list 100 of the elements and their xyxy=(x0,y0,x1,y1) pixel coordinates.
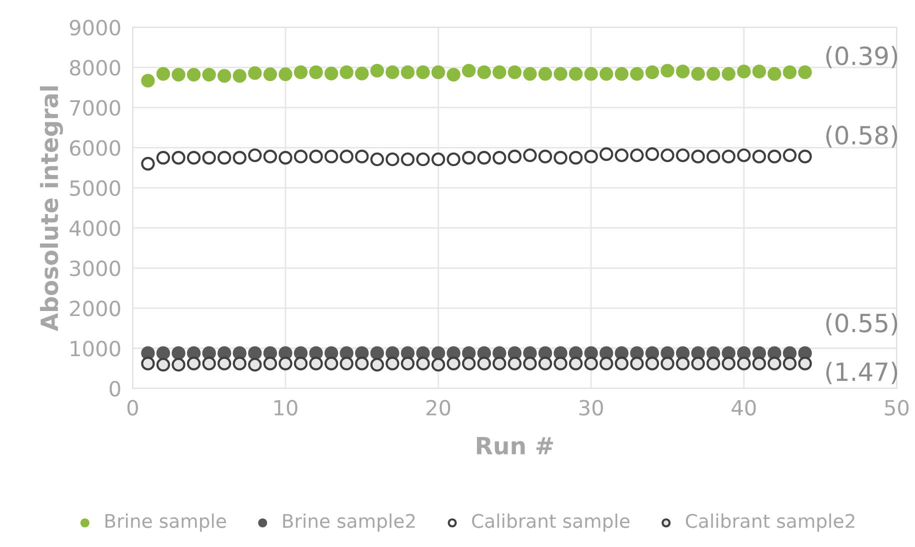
point xyxy=(492,65,506,80)
point xyxy=(706,150,720,164)
point xyxy=(141,156,155,171)
point xyxy=(508,150,522,164)
point xyxy=(340,356,354,370)
point xyxy=(232,69,246,83)
point xyxy=(477,150,491,165)
y-tick-label: 2000 xyxy=(70,300,120,316)
point xyxy=(156,346,170,360)
y-tick-label: 3000 xyxy=(70,260,120,276)
point xyxy=(630,356,644,370)
point xyxy=(554,67,568,81)
point xyxy=(340,150,354,164)
point xyxy=(324,356,338,370)
point xyxy=(492,356,506,370)
point xyxy=(768,67,782,81)
point xyxy=(477,356,491,370)
point xyxy=(554,356,568,370)
point xyxy=(645,147,660,161)
point xyxy=(416,356,430,370)
point xyxy=(370,358,384,372)
point xyxy=(431,65,446,80)
legend-label: Brine sample2 xyxy=(283,514,415,532)
point xyxy=(706,67,720,81)
point xyxy=(782,148,797,162)
point xyxy=(614,148,629,162)
point xyxy=(324,66,338,80)
point xyxy=(492,150,506,165)
point xyxy=(263,356,278,370)
point xyxy=(737,148,751,162)
point xyxy=(614,356,629,370)
y-tick-label: 8000 xyxy=(70,60,120,76)
point xyxy=(248,148,262,162)
point xyxy=(600,147,614,161)
point xyxy=(508,356,522,370)
point xyxy=(477,65,491,80)
point xyxy=(523,148,537,162)
point xyxy=(600,356,614,370)
point xyxy=(660,356,674,370)
point xyxy=(156,150,170,165)
point xyxy=(752,150,766,164)
annotation: (0.58) xyxy=(826,125,898,148)
point xyxy=(202,356,216,370)
point xyxy=(141,356,155,370)
point xyxy=(752,64,766,78)
point xyxy=(248,346,262,360)
point xyxy=(737,64,751,78)
point xyxy=(355,66,369,80)
point xyxy=(768,356,782,370)
point xyxy=(309,356,323,370)
point xyxy=(386,65,400,80)
point xyxy=(462,64,476,78)
point xyxy=(523,356,537,370)
x-tick-label: 50 xyxy=(885,400,909,416)
point xyxy=(568,150,583,165)
annotation: (0.39) xyxy=(826,46,898,68)
point xyxy=(691,356,705,370)
point xyxy=(294,65,308,80)
point xyxy=(202,150,216,165)
y-tick-label: 9000 xyxy=(70,20,120,36)
point xyxy=(645,65,660,80)
point xyxy=(538,150,552,164)
point xyxy=(232,150,246,165)
point xyxy=(431,152,446,166)
point xyxy=(218,356,232,370)
point xyxy=(278,67,292,82)
point xyxy=(630,148,644,162)
point xyxy=(309,65,323,80)
point xyxy=(645,356,660,370)
y-tick-label: 4000 xyxy=(70,220,120,236)
legend-label: Calibrant sample2 xyxy=(686,514,854,532)
point xyxy=(294,150,308,164)
y-tick-label: 0 xyxy=(110,380,120,397)
point xyxy=(722,67,736,81)
point xyxy=(355,150,369,164)
point xyxy=(186,68,201,82)
point xyxy=(400,356,415,370)
point xyxy=(782,65,797,80)
x-tick-label: 10 xyxy=(274,400,298,416)
point xyxy=(676,64,690,78)
point xyxy=(706,356,720,370)
point xyxy=(568,356,583,370)
point xyxy=(538,67,552,81)
point xyxy=(676,148,690,162)
annotation: (0.55) xyxy=(826,313,898,336)
y-axis-title: Abosolute integral xyxy=(40,86,63,332)
point xyxy=(568,67,583,81)
point xyxy=(798,150,812,164)
point xyxy=(722,150,736,164)
point xyxy=(431,358,446,372)
point xyxy=(660,148,674,162)
point xyxy=(202,68,216,82)
x-tick-label: 30 xyxy=(579,400,603,416)
point xyxy=(416,65,430,80)
point xyxy=(355,356,369,370)
x-tick-label: 0 xyxy=(127,400,138,416)
point xyxy=(156,67,170,81)
point xyxy=(630,67,644,81)
point xyxy=(508,65,522,80)
point xyxy=(278,150,292,165)
